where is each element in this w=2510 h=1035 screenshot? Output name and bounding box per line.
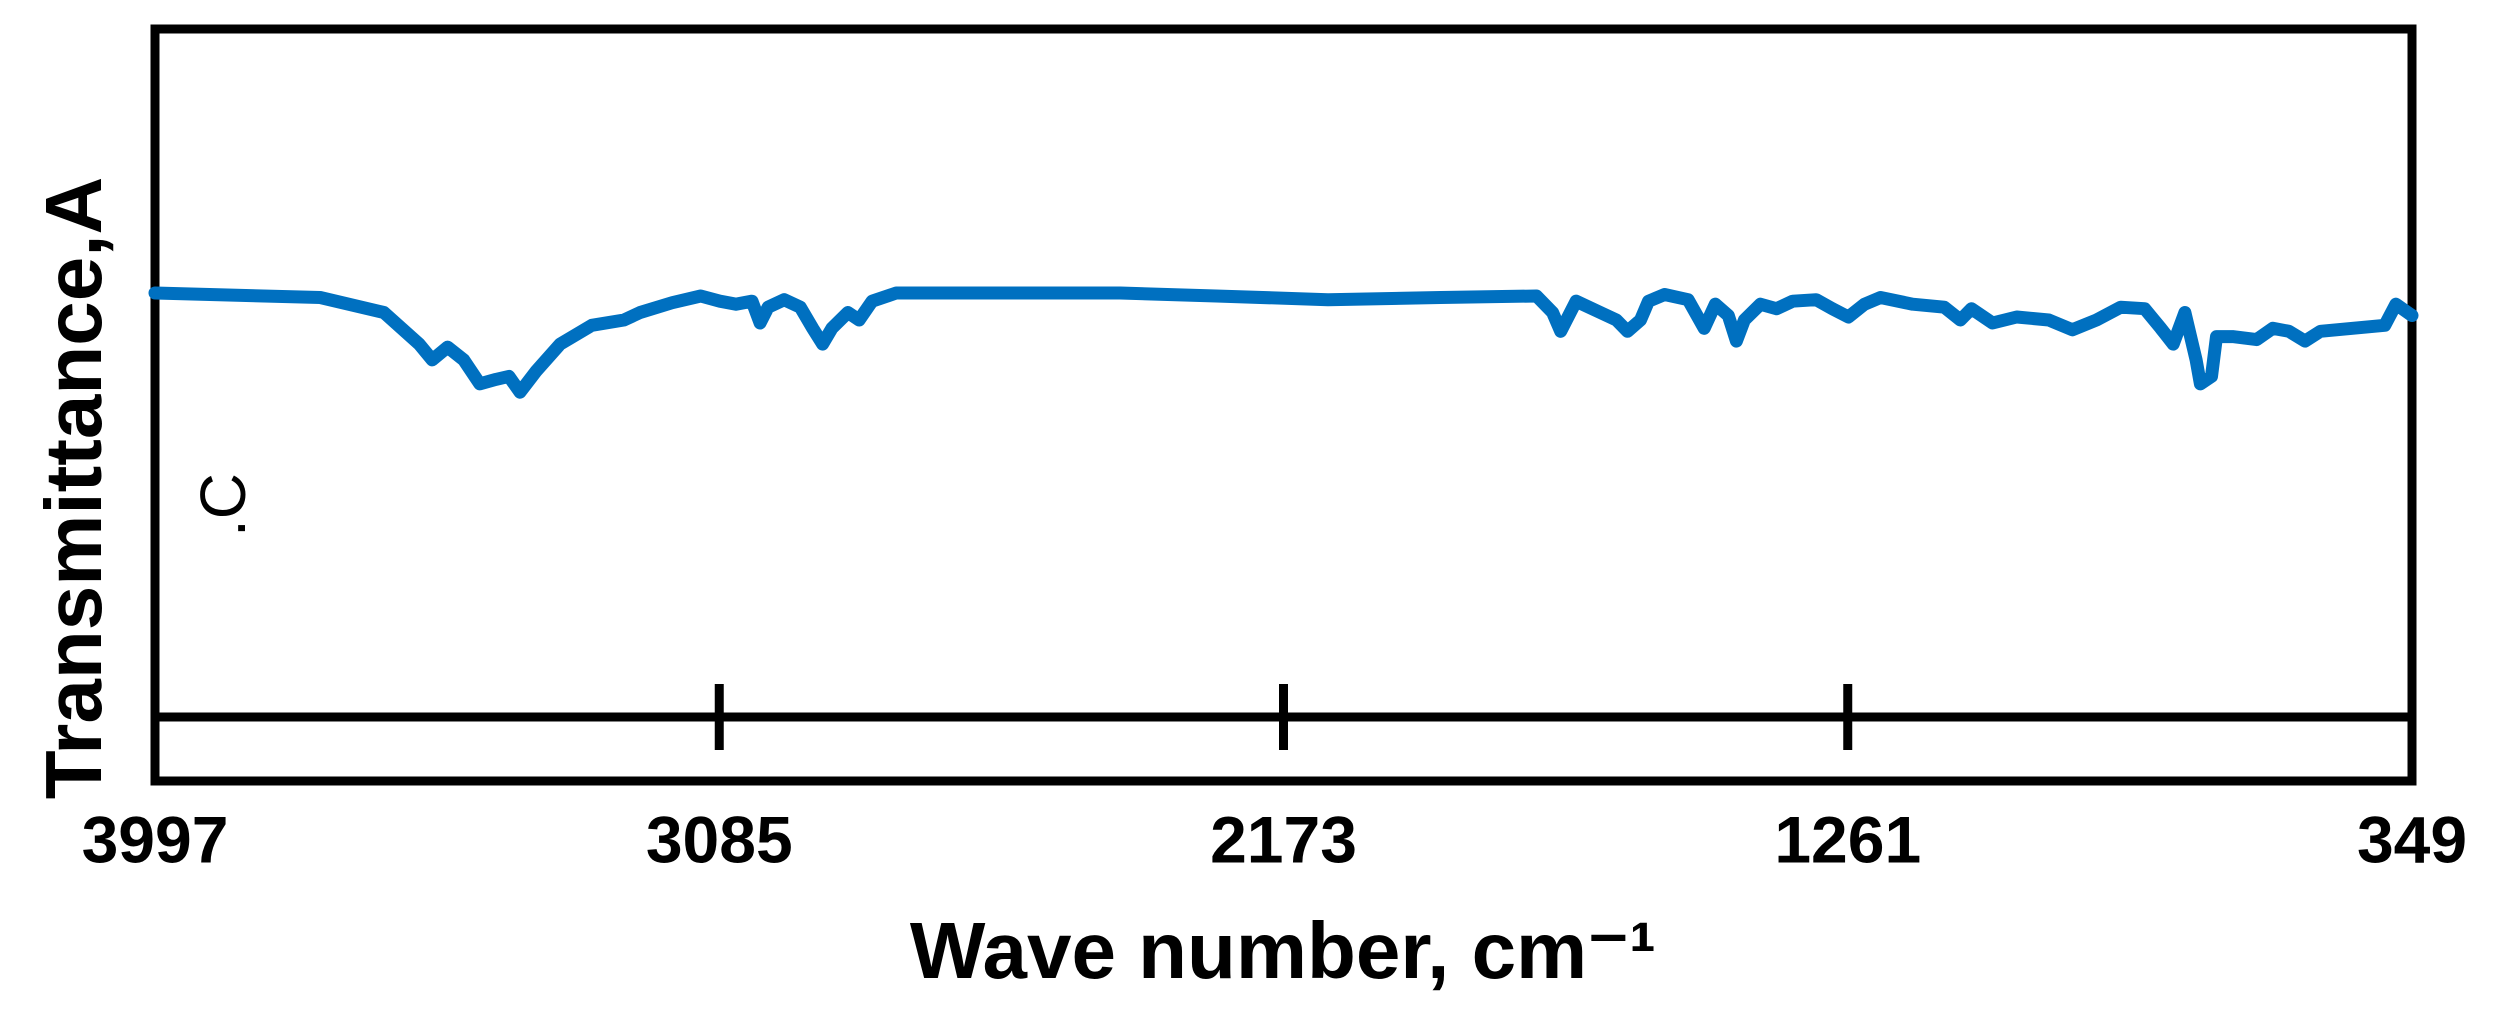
x-tick-label: 349 [2357,802,2467,876]
x-tick-label: 1261 [1774,802,1921,876]
x-axis-label: Wave number, cm⁻¹ [910,906,1656,995]
plot-frame [150,24,2417,786]
x-tick-label: 3997 [82,802,229,876]
y-axis-label: Transmittance,A [29,177,118,799]
annotation: .C [187,473,259,537]
data-line [148,286,2419,399]
x-tick-label: 3085 [646,802,793,876]
x-tick-label: 2173 [1210,802,1357,876]
